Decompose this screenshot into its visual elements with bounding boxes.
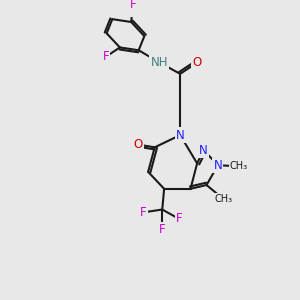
Text: F: F (159, 223, 166, 236)
Text: O: O (193, 56, 202, 69)
Text: F: F (130, 0, 136, 11)
Text: F: F (140, 206, 147, 219)
Text: O: O (133, 138, 142, 151)
Text: F: F (102, 50, 109, 63)
Text: N: N (214, 159, 222, 172)
Text: N: N (176, 129, 184, 142)
Text: N: N (199, 144, 208, 157)
Text: CH₃: CH₃ (230, 161, 247, 171)
Text: CH₃: CH₃ (214, 194, 232, 204)
Text: NH: NH (151, 56, 168, 69)
Text: F: F (176, 212, 182, 226)
